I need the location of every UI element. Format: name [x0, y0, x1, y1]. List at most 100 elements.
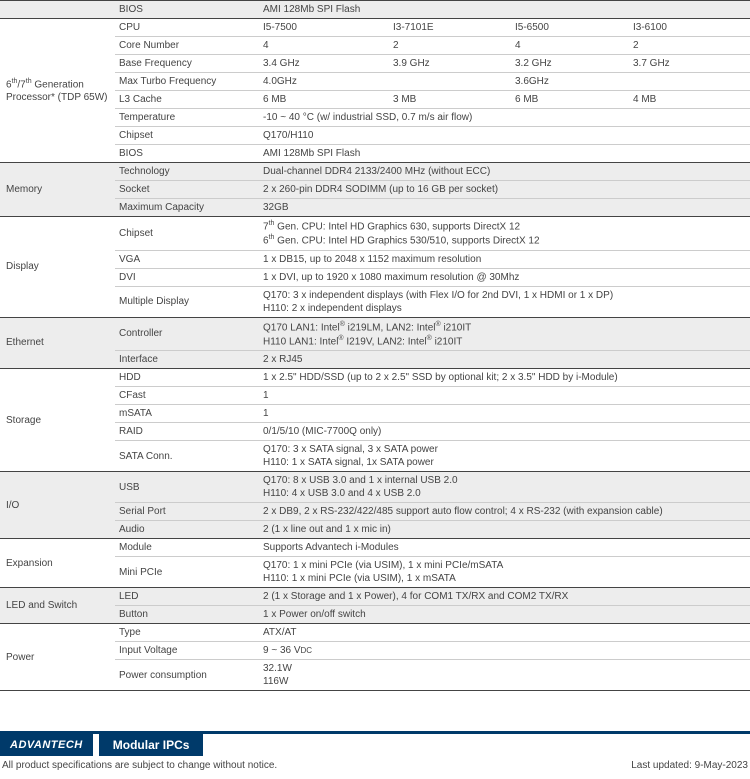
value-cell: 7th Gen. CPU: Intel HD Graphics 630, sup… — [259, 217, 750, 251]
label-cell: RAID — [115, 423, 259, 441]
brand-logo: ADVANTECH — [0, 734, 93, 756]
footer-spacer — [203, 734, 750, 756]
footer-updated: Last updated: 9-May-2023 — [631, 760, 748, 771]
value-cell: 1 — [259, 405, 750, 423]
value-cell: 0/1/5/10 (MIC-7700Q only) — [259, 423, 750, 441]
label-cell: HDD — [115, 369, 259, 387]
label-cell: Type — [115, 624, 259, 642]
value-cell: 2 — [629, 37, 750, 55]
value-cell — [389, 73, 511, 91]
footer: ADVANTECH Modular IPCs All product speci… — [0, 731, 750, 779]
table-row: DisplayChipset7th Gen. CPU: Intel HD Gra… — [0, 217, 750, 251]
category-cell: I/O — [0, 472, 115, 539]
value-cell: ATX/AT — [259, 624, 750, 642]
label-cell: Base Frequency — [115, 55, 259, 73]
brand-text: ADVANTECH — [10, 739, 83, 751]
spec-section: StorageHDD1 x 2.5" HDD/SSD (up to 2 x 2.… — [0, 369, 750, 472]
value-cell: 2 x DB9, 2 x RS-232/422/485 support auto… — [259, 503, 750, 521]
value-cell: 1 x Power on/off switch — [259, 606, 750, 624]
value-cell: AMI 128Mb SPI Flash — [259, 145, 750, 163]
value-cell: I3-7101E — [389, 19, 511, 37]
value-cell: 4.0GHz — [259, 73, 389, 91]
category-cell: Ethernet — [0, 317, 115, 369]
label-cell: Interface — [115, 351, 259, 369]
label-cell: Power consumption — [115, 660, 259, 691]
spec-section: PowerTypeATX/ATInput Voltage9 ~ 36 VDCPo… — [0, 624, 750, 691]
value-cell — [629, 73, 750, 91]
category-cell: Memory — [0, 163, 115, 217]
value-cell: 4 — [511, 37, 629, 55]
value-cell: 1 x DVI, up to 1920 x 1080 maximum resol… — [259, 268, 750, 286]
spec-section: MemoryTechnologyDual-channel DDR4 2133/2… — [0, 163, 750, 217]
value-cell: 2 — [389, 37, 511, 55]
value-cell: I5-6500 — [511, 19, 629, 37]
spec-table: BIOSAMI 128Mb SPI Flash6th/7th Generatio… — [0, 0, 750, 690]
label-cell: Mini PCIe — [115, 557, 259, 588]
label-cell: Button — [115, 606, 259, 624]
footer-line: All product specifications are subject t… — [0, 760, 750, 779]
value-cell: 32GB — [259, 199, 750, 217]
table-row: MemoryTechnologyDual-channel DDR4 2133/2… — [0, 163, 750, 181]
value-cell: Dual-channel DDR4 2133/2400 MHz (without… — [259, 163, 750, 181]
label-cell: Multiple Display — [115, 286, 259, 317]
value-cell: 3.7 GHz — [629, 55, 750, 73]
value-cell: 32.1W116W — [259, 660, 750, 691]
spec-section: EthernetControllerQ170 LAN1: Intel® i219… — [0, 317, 750, 369]
table-row: 6th/7th Generation Processor* (TDP 65W)C… — [0, 19, 750, 37]
label-cell: Socket — [115, 181, 259, 199]
footer-title: Modular IPCs — [113, 738, 190, 752]
value-cell: I5-7500 — [259, 19, 389, 37]
value-cell: Q170 LAN1: Intel® i219LM, LAN2: Intel® i… — [259, 317, 750, 351]
label-cell: Serial Port — [115, 503, 259, 521]
label-cell: CPU — [115, 19, 259, 37]
value-cell: 1 x DB15, up to 2048 x 1152 maximum reso… — [259, 250, 750, 268]
table-row: PowerTypeATX/AT — [0, 624, 750, 642]
label-cell: Chipset — [115, 127, 259, 145]
spec-section: ExpansionModuleSupports Advantech i-Modu… — [0, 539, 750, 588]
footer-bar: ADVANTECH Modular IPCs — [0, 734, 750, 756]
label-cell: CFast — [115, 387, 259, 405]
value-cell: 3.9 GHz — [389, 55, 511, 73]
spec-section: I/OUSBQ170: 8 x USB 3.0 and 1 x internal… — [0, 472, 750, 539]
table-bottom-rule — [0, 690, 750, 691]
category-cell — [0, 1, 115, 19]
value-cell: 3.6GHz — [511, 73, 629, 91]
category-cell: Display — [0, 217, 115, 318]
spec-section: 6th/7th Generation Processor* (TDP 65W)C… — [0, 19, 750, 163]
category-cell: LED and Switch — [0, 588, 115, 624]
value-cell: Q170/H110 — [259, 127, 750, 145]
value-cell: 6 MB — [259, 91, 389, 109]
label-cell: Max Turbo Frequency — [115, 73, 259, 91]
value-cell: Q170: 8 x USB 3.0 and 1 x internal USB 2… — [259, 472, 750, 503]
label-cell: Temperature — [115, 109, 259, 127]
table-row: EthernetControllerQ170 LAN1: Intel® i219… — [0, 317, 750, 351]
table-row: BIOSAMI 128Mb SPI Flash — [0, 1, 750, 19]
label-cell: Core Number — [115, 37, 259, 55]
label-cell: USB — [115, 472, 259, 503]
value-cell: Q170: 3 x independent displays (with Fle… — [259, 286, 750, 317]
category-cell: Power — [0, 624, 115, 691]
label-cell: Chipset — [115, 217, 259, 251]
table-row: StorageHDD1 x 2.5" HDD/SSD (up to 2 x 2.… — [0, 369, 750, 387]
category-cell: 6th/7th Generation Processor* (TDP 65W) — [0, 19, 115, 163]
value-cell: 1 — [259, 387, 750, 405]
value-cell: 3.2 GHz — [511, 55, 629, 73]
label-cell: BIOS — [115, 1, 259, 19]
value-cell: 2 x 260-pin DDR4 SODIMM (up to 16 GB per… — [259, 181, 750, 199]
footer-note: All product specifications are subject t… — [2, 760, 277, 771]
footer-title-box: Modular IPCs — [99, 734, 204, 756]
value-cell: 3 MB — [389, 91, 511, 109]
table-row: ExpansionModuleSupports Advantech i-Modu… — [0, 539, 750, 557]
label-cell: SATA Conn. — [115, 441, 259, 472]
label-cell: Technology — [115, 163, 259, 181]
value-cell: I3-6100 — [629, 19, 750, 37]
label-cell: Controller — [115, 317, 259, 351]
value-cell: 4 — [259, 37, 389, 55]
label-cell: BIOS — [115, 145, 259, 163]
category-cell: Storage — [0, 369, 115, 472]
label-cell: Maximum Capacity — [115, 199, 259, 217]
label-cell: Audio — [115, 521, 259, 539]
spec-section: DisplayChipset7th Gen. CPU: Intel HD Gra… — [0, 217, 750, 318]
value-cell: Q170: 1 x mini PCIe (via USIM), 1 x mini… — [259, 557, 750, 588]
value-cell: 3.4 GHz — [259, 55, 389, 73]
